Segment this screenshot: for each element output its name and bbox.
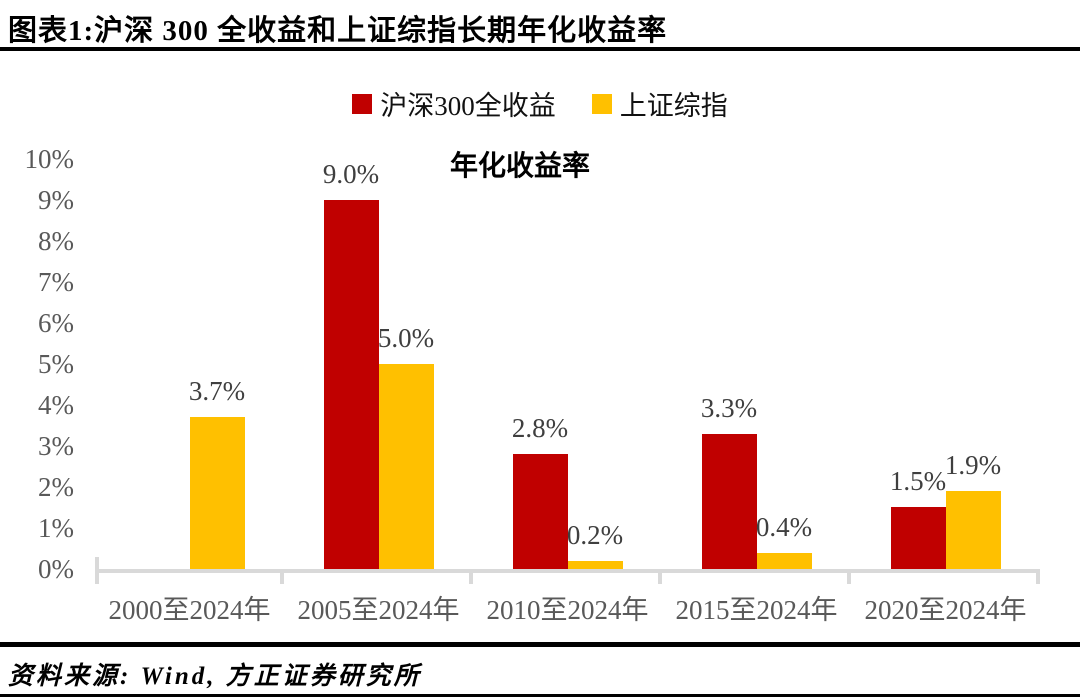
y-axis-label: 3% bbox=[38, 431, 74, 461]
bar-value-label: 9.0% bbox=[322, 159, 380, 189]
x-axis-category-label: 2005至2024年 bbox=[297, 595, 460, 625]
y-axis-label: 2% bbox=[38, 472, 74, 502]
y-axis-label: 6% bbox=[38, 308, 74, 338]
y-axis-label: 1% bbox=[38, 513, 74, 543]
y-axis-label: 4% bbox=[38, 390, 74, 420]
bar-sse-composite bbox=[945, 491, 1001, 569]
bar-value-label: 0.2% bbox=[566, 520, 624, 550]
bar-csi300-total-return bbox=[512, 454, 568, 569]
x-axis-category-label: 2010至2024年 bbox=[486, 595, 649, 625]
chart-legend: 沪深300全收益 上证综指 bbox=[0, 84, 1080, 123]
bar-value-label: 3.7% bbox=[188, 376, 246, 406]
axis-baseline bbox=[95, 569, 1040, 573]
bar-value-label: 3.3% bbox=[700, 393, 758, 423]
axis-tick bbox=[280, 569, 284, 584]
y-axis-label: 7% bbox=[38, 267, 74, 297]
axis-tick bbox=[469, 569, 473, 584]
bar-sse-composite bbox=[378, 364, 434, 569]
bar-sse-composite bbox=[189, 417, 245, 569]
y-axis-label: 5% bbox=[38, 349, 74, 379]
legend-label: 上证综指 bbox=[619, 91, 728, 121]
legend-swatch-icon bbox=[352, 93, 373, 114]
footer-divider-bottom bbox=[0, 694, 1080, 697]
title-divider bbox=[0, 47, 1080, 51]
axis-left-stub bbox=[95, 557, 99, 569]
y-axis-label: 9% bbox=[38, 185, 74, 215]
bar-value-label: 2.8% bbox=[511, 413, 569, 443]
legend-item: 沪深300全收益 bbox=[352, 84, 556, 123]
y-axis-label: 8% bbox=[38, 226, 74, 256]
footer-divider-top bbox=[0, 642, 1080, 647]
bar-sse-composite bbox=[756, 553, 812, 569]
figure-title: 图表1:沪深 300 全收益和上证综指长期年化收益率 bbox=[8, 15, 668, 47]
axis-tick bbox=[95, 569, 99, 584]
bar-csi300-total-return bbox=[701, 434, 757, 569]
bar-sse-composite bbox=[567, 561, 623, 569]
source-note: 资料来源: Wind, 方正证券研究所 bbox=[8, 663, 422, 690]
axis-tick bbox=[1036, 569, 1040, 584]
bar-value-label: 5.0% bbox=[377, 323, 435, 353]
y-axis-label: 0% bbox=[38, 554, 74, 584]
x-axis-category-label: 2000至2024年 bbox=[108, 595, 271, 625]
legend-item: 上证综指 bbox=[591, 84, 728, 123]
legend-label: 沪深300全收益 bbox=[380, 91, 556, 121]
x-axis-category-label: 2015至2024年 bbox=[675, 595, 838, 625]
legend-swatch-icon bbox=[591, 93, 612, 114]
bar-value-label: 1.5% bbox=[889, 466, 947, 496]
y-axis-label: 10% bbox=[24, 144, 75, 174]
chart-inner-title: 年化收益率 bbox=[449, 151, 590, 182]
bar-csi300-total-return bbox=[323, 200, 379, 569]
x-axis-category-label: 2020至2024年 bbox=[864, 595, 1027, 625]
bar-value-label: 0.4% bbox=[755, 512, 813, 542]
bar-value-label: 1.9% bbox=[944, 450, 1002, 480]
axis-tick bbox=[658, 569, 662, 584]
bar-csi300-total-return bbox=[890, 507, 946, 569]
axis-tick bbox=[847, 569, 851, 584]
